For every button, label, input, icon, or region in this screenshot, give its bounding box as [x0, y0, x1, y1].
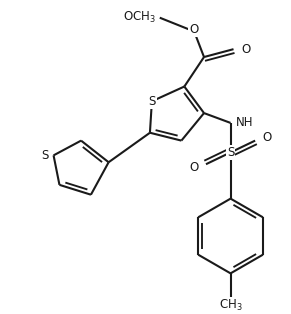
Text: O: O — [241, 43, 251, 56]
Text: O: O — [190, 161, 199, 174]
Text: S: S — [41, 149, 49, 162]
Text: NH: NH — [235, 116, 253, 129]
Text: CH$_3$: CH$_3$ — [219, 298, 242, 313]
Text: S: S — [227, 146, 234, 159]
Text: OCH$_3$: OCH$_3$ — [123, 10, 156, 25]
Text: S: S — [148, 95, 156, 108]
Text: O: O — [189, 23, 199, 36]
Text: O: O — [262, 131, 271, 144]
